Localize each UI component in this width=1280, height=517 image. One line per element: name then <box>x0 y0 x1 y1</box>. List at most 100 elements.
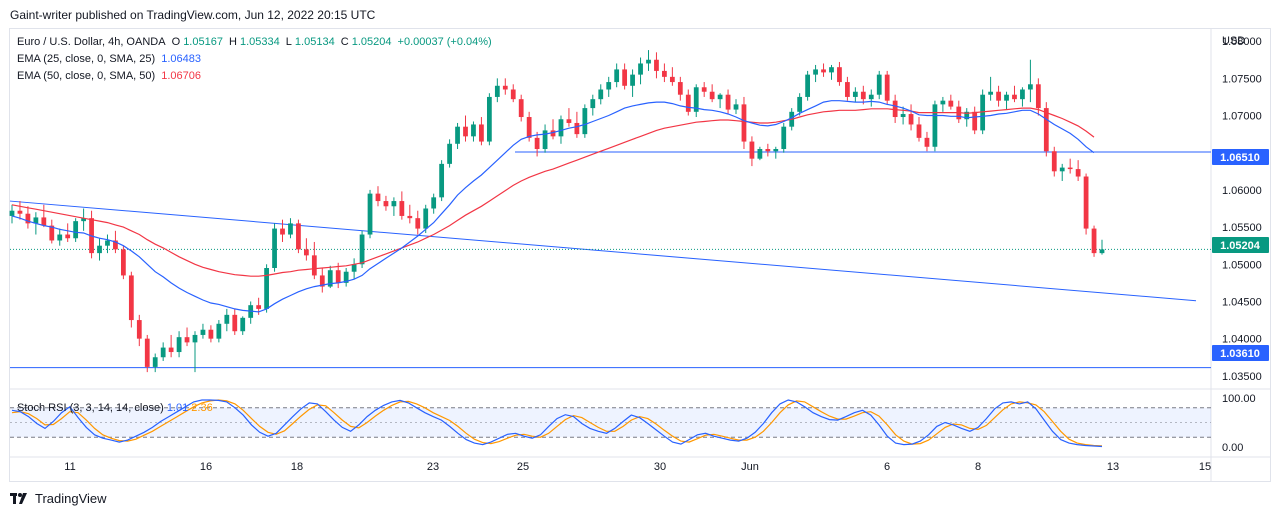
candle[interactable] <box>542 124 548 153</box>
candle[interactable] <box>1091 225 1097 257</box>
candle[interactable] <box>1028 59 1033 103</box>
candle[interactable] <box>192 331 198 373</box>
candle[interactable] <box>423 204 429 234</box>
candle[interactable] <box>669 67 675 86</box>
candle[interactable] <box>97 238 102 261</box>
candle[interactable] <box>232 308 238 335</box>
candle[interactable] <box>494 78 500 103</box>
candle[interactable] <box>948 94 954 110</box>
candle[interactable] <box>805 70 811 101</box>
candle[interactable] <box>200 323 206 339</box>
candle[interactable] <box>9 204 15 224</box>
candle[interactable] <box>184 327 190 347</box>
candle[interactable] <box>988 76 993 101</box>
candle[interactable] <box>574 111 580 138</box>
ema25-legend[interactable]: EMA (25, close, 0, SMA, 25) 1.06483 <box>17 53 204 65</box>
candle[interactable] <box>447 139 452 168</box>
candle[interactable] <box>940 96 946 112</box>
candle[interactable] <box>439 160 445 202</box>
candle[interactable] <box>733 99 739 115</box>
candle[interactable] <box>407 204 413 224</box>
stoch-rsi-pane[interactable] <box>10 399 1211 448</box>
candle[interactable] <box>240 316 246 335</box>
candle[interactable] <box>144 334 150 373</box>
price-pane[interactable] <box>9 50 1211 373</box>
candle[interactable] <box>25 206 31 229</box>
candle[interactable] <box>311 241 317 280</box>
descending-trendline[interactable] <box>9 200 1197 302</box>
candle[interactable] <box>813 64 818 83</box>
candle[interactable] <box>176 331 182 358</box>
candle[interactable] <box>845 76 850 101</box>
price-axis[interactable]: 1.080001.075001.070001.065001.060001.055… <box>1222 36 1262 383</box>
candle[interactable] <box>272 223 277 272</box>
candle[interactable] <box>89 210 94 259</box>
candle[interactable] <box>383 195 389 211</box>
candle[interactable] <box>876 70 882 100</box>
candle[interactable] <box>73 218 79 242</box>
candle[interactable] <box>932 100 938 152</box>
candle[interactable] <box>1012 85 1017 103</box>
candle[interactable] <box>654 52 659 79</box>
candle[interactable] <box>296 219 301 254</box>
symbol-name[interactable]: Euro / U.S. Dollar, 4h, OANDA <box>17 36 166 48</box>
candle[interactable] <box>908 104 914 131</box>
candle[interactable] <box>1099 239 1105 255</box>
candle[interactable] <box>128 271 134 328</box>
candle[interactable] <box>534 131 540 157</box>
candle[interactable] <box>518 94 524 122</box>
ema25-label[interactable]: EMA (25, close, 0, SMA, 25) <box>17 53 156 65</box>
candle[interactable] <box>359 230 365 268</box>
candle[interactable] <box>280 219 285 242</box>
candle[interactable] <box>1059 163 1065 181</box>
candle[interactable] <box>1004 91 1009 110</box>
candle[interactable] <box>566 108 572 127</box>
candle[interactable] <box>160 342 166 361</box>
ema50-label[interactable]: EMA (50, close, 0, SMA, 50) <box>17 70 156 82</box>
candle[interactable] <box>1067 158 1073 174</box>
stoch-rsi-k-line[interactable] <box>11 399 1103 448</box>
candle[interactable] <box>121 245 126 280</box>
candle[interactable] <box>49 219 55 244</box>
chart-frame[interactable] <box>9 28 1271 482</box>
candle[interactable] <box>303 238 309 261</box>
candle[interactable] <box>455 122 460 149</box>
candle[interactable] <box>415 210 421 235</box>
candle[interactable] <box>391 197 397 216</box>
candle[interactable] <box>1043 102 1049 157</box>
candle[interactable] <box>662 63 667 83</box>
candle[interactable] <box>288 218 293 239</box>
candle[interactable] <box>471 121 476 142</box>
candle[interactable] <box>375 186 381 207</box>
candle[interactable] <box>431 193 437 214</box>
candle[interactable] <box>924 131 930 152</box>
candle[interactable] <box>65 223 71 242</box>
candle[interactable] <box>614 63 620 88</box>
candle[interactable] <box>765 143 771 157</box>
candle[interactable] <box>486 93 492 146</box>
time-axis[interactable]: 11 16 18 23 25 30 Jun 6 8 13 15 <box>64 461 1211 473</box>
candle[interactable] <box>81 208 86 231</box>
candle[interactable] <box>57 228 63 246</box>
candle[interactable] <box>972 106 978 135</box>
candle[interactable] <box>996 85 1001 107</box>
candle[interactable] <box>264 264 269 313</box>
candle[interactable] <box>582 104 588 138</box>
candle[interactable] <box>630 69 635 97</box>
stoch-rsi-legend[interactable]: Stoch RSI (3, 3, 14, 14, close) 1.01 2.3… <box>17 402 213 414</box>
candle[interactable] <box>821 63 826 77</box>
candle[interactable] <box>916 117 922 142</box>
candle[interactable] <box>319 268 325 293</box>
candle[interactable] <box>136 314 142 347</box>
candle[interactable] <box>860 85 866 105</box>
symbol-legend[interactable]: Euro / U.S. Dollar, 4h, OANDA O 1.05167 H… <box>17 36 495 48</box>
candle[interactable] <box>216 320 222 343</box>
candle[interactable] <box>701 82 707 97</box>
candle[interactable] <box>510 84 516 103</box>
tradingview-logo[interactable]: TradingView <box>10 491 107 506</box>
candle[interactable] <box>248 301 254 324</box>
candle[interactable] <box>479 117 484 146</box>
candle[interactable] <box>351 258 357 280</box>
candle[interactable] <box>749 136 755 167</box>
